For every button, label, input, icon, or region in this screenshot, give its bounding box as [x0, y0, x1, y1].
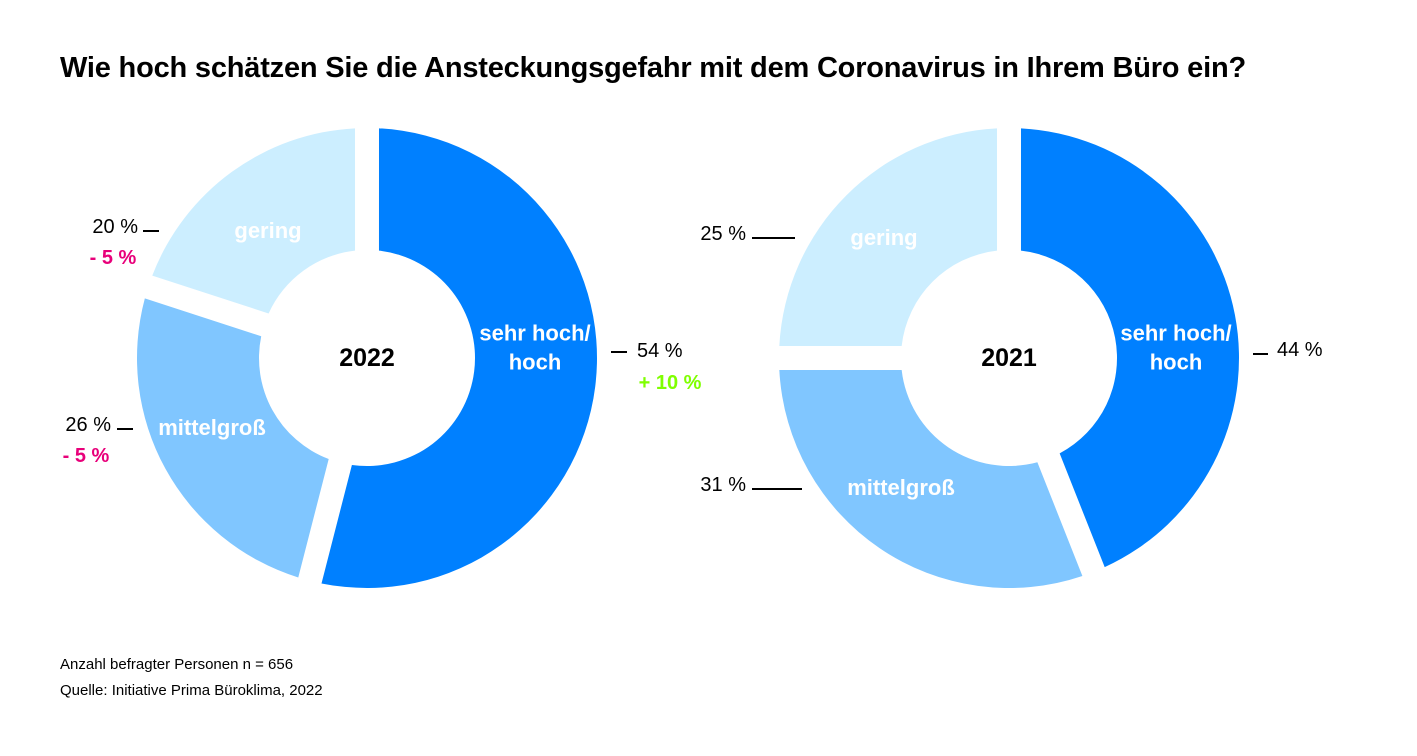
donut-slice-mittelgross-2021 — [779, 369, 1083, 588]
chart-title: Wie hoch schätzen Sie die Ansteckungsgef… — [60, 52, 1246, 84]
change-label-gering: - 5 % — [90, 247, 137, 269]
slice-label-mittelgross: mittelgroß — [158, 415, 266, 440]
value-label-gering: 25 % — [700, 223, 746, 245]
donut-slice-sehr_hoch-2021 — [1020, 128, 1239, 568]
value-label-mittelgross: 26 % — [65, 414, 111, 436]
slice-label-sehr_hoch: hoch — [509, 350, 562, 375]
source-note: Quelle: Initiative Prima Büroklima, 2022 — [60, 682, 323, 699]
donut-charts: sehr hoch/hoch 54 % + 10 % mittelgroß 26 % - … — [63, 128, 1323, 589]
slice-label-gering: gering — [850, 225, 917, 250]
donut-slice-sehr_hoch-2022 — [321, 128, 598, 589]
sample-size-note: Anzahl befragter Personen n = 656 — [60, 656, 294, 673]
slice-label-sehr_hoch: hoch — [1150, 350, 1203, 375]
center-year-label: 2021 — [981, 344, 1037, 372]
donut-slice-mittelgross-2022 — [137, 298, 329, 578]
slice-label-sehr_hoch: sehr hoch/ — [479, 321, 590, 346]
slice-label-mittelgross: mittelgroß — [847, 475, 955, 500]
value-label-gering: 20 % — [92, 216, 138, 238]
donut-slice-gering-2021 — [779, 128, 998, 347]
value-label-mittelgross: 31 % — [700, 474, 746, 496]
change-label-sehr_hoch: + 10 % — [639, 372, 702, 394]
value-label-sehr_hoch: 44 % — [1277, 339, 1323, 361]
center-year-label: 2022 — [339, 344, 395, 372]
change-label-mittelgross: - 5 % — [63, 445, 110, 467]
donut-slice-gering-2022 — [152, 128, 356, 314]
slice-label-gering: gering — [234, 218, 301, 243]
slice-label-sehr_hoch: sehr hoch/ — [1120, 321, 1231, 346]
value-label-sehr_hoch: 54 % — [637, 340, 683, 362]
